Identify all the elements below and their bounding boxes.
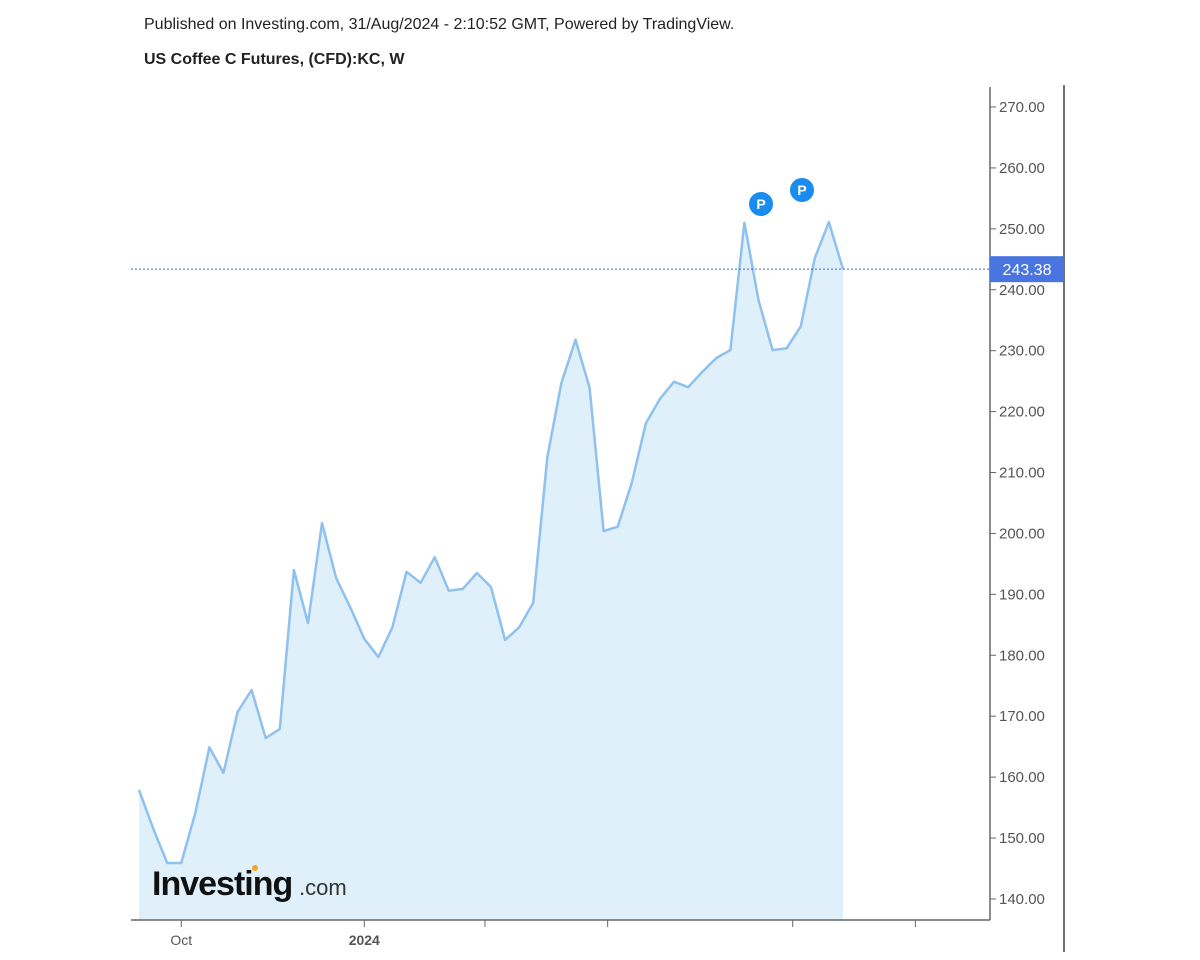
y-tick-label: 250.00 [999,221,1045,238]
x-tick-label: 2024 [349,932,380,948]
y-tick-label: 170.00 [999,708,1045,725]
last-price-label: 243.38 [1003,262,1052,279]
x-tick-label: Oct [170,932,192,948]
y-tick-label: 140.00 [999,891,1045,908]
price-line [137,220,845,865]
y-tick-label: 160.00 [999,769,1045,786]
y-tick-label: 240.00 [999,282,1045,299]
svg-text:P: P [756,196,765,212]
y-tick-label: 260.00 [999,160,1045,177]
logo-text: Investing [152,865,292,903]
y-tick-label: 230.00 [999,343,1045,360]
event-marker-icon[interactable]: P [749,192,773,216]
logo-dot-icon [252,865,258,871]
y-tick-label: 180.00 [999,647,1045,664]
svg-text:P: P [797,182,806,198]
y-tick-label: 200.00 [999,525,1045,542]
last-price-label-bg [990,256,1064,283]
area-fill [139,222,843,921]
logo-suffix: .com [299,875,347,900]
investing-logo: Investing .com [152,865,347,903]
chart-title: US Coffee C Futures, (CFD):KC, W [144,51,405,68]
y-tick-label: 210.00 [999,465,1045,482]
y-tick-label: 270.00 [999,99,1045,116]
y-tick-label: 150.00 [999,830,1045,847]
event-marker-icon[interactable]: P [790,178,814,202]
y-tick-label: 220.00 [999,404,1045,421]
y-tick-label: 190.00 [999,586,1045,603]
published-note: Published on Investing.com, 31/Aug/2024 … [144,16,735,33]
